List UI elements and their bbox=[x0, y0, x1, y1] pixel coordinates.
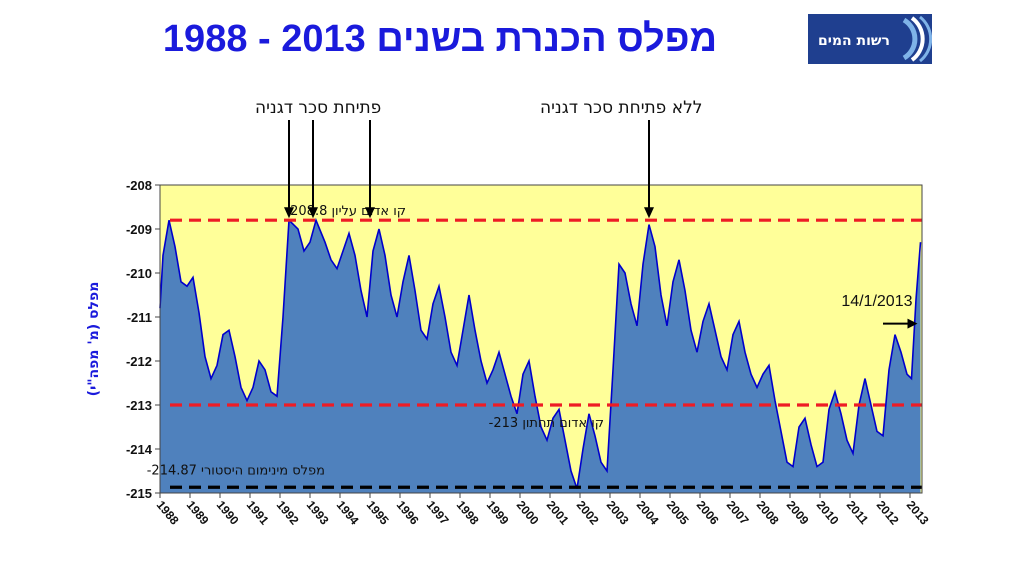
x-tick-label: 1995 bbox=[364, 498, 392, 528]
x-tick-label: 2013 bbox=[904, 498, 932, 528]
annotation-arrowhead bbox=[308, 207, 318, 219]
x-tick-label: 1989 bbox=[184, 498, 212, 528]
x-tick-label: 1991 bbox=[244, 498, 272, 528]
x-tick-label: 2004 bbox=[634, 498, 662, 528]
y-tick-label: -208 bbox=[126, 178, 152, 193]
y-tick-label: -214 bbox=[126, 442, 153, 457]
x-tick-label: 2006 bbox=[694, 498, 722, 528]
x-tick-label: 1999 bbox=[484, 498, 512, 528]
page-title: מפלס הכנרת בשנים 2013 - 1988 bbox=[162, 18, 718, 60]
x-tick-label: 2000 bbox=[514, 498, 542, 528]
plot-frame bbox=[159, 184, 923, 494]
x-tick-label: 2010 bbox=[814, 498, 842, 528]
x-tick-label: 2005 bbox=[664, 498, 692, 528]
x-tick-label: 2009 bbox=[784, 498, 812, 528]
y-tick-label: -215 bbox=[126, 486, 152, 501]
x-tick-label: 1988 bbox=[154, 498, 182, 528]
x-tick-label: 1993 bbox=[304, 498, 332, 528]
annotation-arrowhead bbox=[365, 207, 375, 219]
y-tick-label: -213 bbox=[126, 398, 152, 413]
y-tick-label: -210 bbox=[126, 266, 152, 281]
y-axis-label: מפלס (מ' מפה"י) bbox=[86, 282, 102, 397]
reference-line-label: מפלס מינימום היסטורי 214.87- bbox=[147, 463, 325, 478]
x-tick-label: 1996 bbox=[394, 498, 422, 528]
x-tick-label: 2011 bbox=[844, 498, 872, 527]
y-tick-label: -211 bbox=[127, 310, 152, 325]
date-marker-label: 14/1/2013 bbox=[841, 293, 912, 310]
x-tick-label: 2008 bbox=[754, 498, 782, 528]
y-tick-label: -212 bbox=[126, 354, 152, 369]
x-tick-label: 1992 bbox=[274, 498, 302, 528]
x-tick-label: 1990 bbox=[214, 498, 242, 528]
y-tick-label: -209 bbox=[126, 222, 152, 237]
series-fill bbox=[160, 220, 921, 493]
x-tick-label: 2003 bbox=[604, 498, 632, 528]
water-authority-logo: רשות המים bbox=[808, 14, 932, 64]
x-tick-label: 2012 bbox=[874, 498, 902, 528]
x-tick-label: 1997 bbox=[424, 498, 452, 528]
annotation-dam-open: פתיחת סכר דגניה bbox=[255, 98, 382, 118]
annotation-dam-closed: ללא פתיחת סכר דגניה bbox=[540, 98, 703, 118]
reference-line-label: קו אדום תחתון 213- bbox=[489, 416, 604, 431]
annotation-arrowhead bbox=[644, 207, 654, 219]
date-marker-arrowhead bbox=[907, 318, 918, 329]
reference-line-label: קו אדום עליון 208.8- bbox=[285, 204, 406, 219]
x-tick-label: 2007 bbox=[724, 498, 752, 528]
logo-text: רשות המים bbox=[818, 33, 890, 49]
x-tick-label: 2001 bbox=[544, 498, 572, 528]
annotation-arrowhead bbox=[284, 207, 294, 219]
x-tick-label: 1998 bbox=[454, 498, 482, 528]
x-tick-label: 1994 bbox=[334, 498, 362, 528]
x-tick-label: 2002 bbox=[574, 498, 602, 528]
series-line bbox=[159, 217, 922, 489]
